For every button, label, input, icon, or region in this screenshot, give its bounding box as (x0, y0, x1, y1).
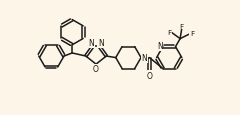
Text: F: F (167, 29, 171, 35)
Text: F: F (190, 31, 194, 37)
Text: N: N (142, 54, 147, 63)
Text: N: N (157, 42, 163, 51)
Text: F: F (180, 23, 184, 29)
Text: N: N (98, 39, 104, 48)
Text: N: N (88, 39, 94, 48)
Text: O: O (147, 71, 152, 80)
Text: O: O (93, 65, 99, 74)
